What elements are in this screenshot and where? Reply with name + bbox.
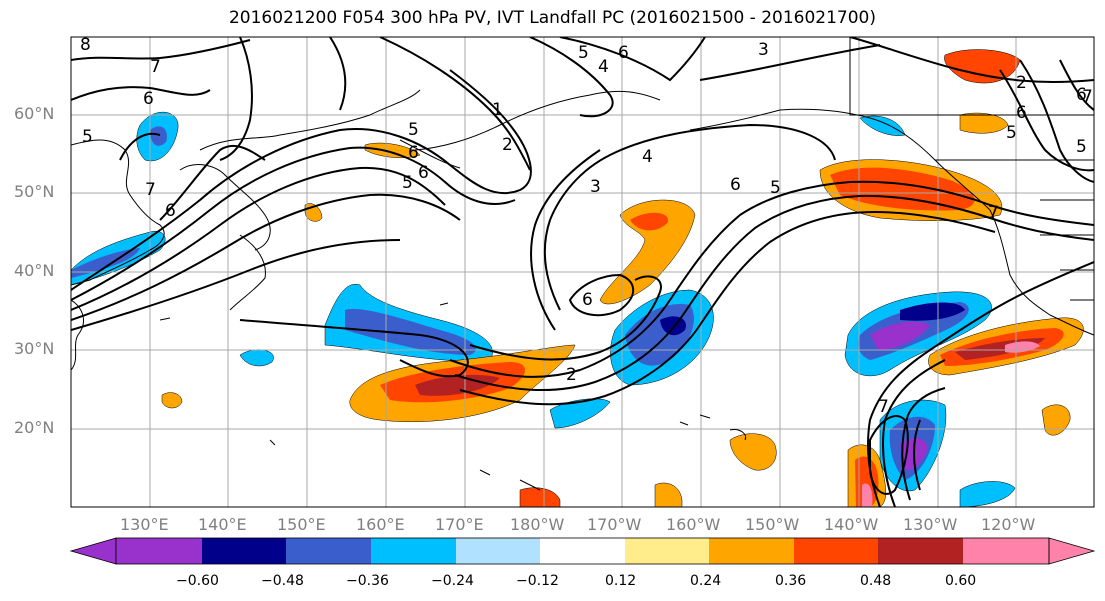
contour-labels: 8 7 6 5 6 7 6 4 5 1 2 5 6 5 6 3 4 3 6 6 …	[80, 35, 1093, 417]
contour-label: 7	[150, 57, 161, 77]
colorbar-swatch	[794, 538, 878, 564]
contour-label: 6	[618, 43, 629, 63]
contour-label: 6	[1016, 103, 1027, 123]
lat-label: 20°N	[14, 418, 55, 437]
colorbar-tick-label: 0.60	[945, 573, 977, 589]
contour-label: 7	[878, 397, 889, 417]
map-frame	[70, 36, 1095, 508]
lon-label: 160°W	[666, 515, 721, 534]
lon-label: 180°W	[510, 515, 565, 534]
contour-label: 5	[1006, 123, 1017, 143]
colorbar-tick-label: −0.12	[516, 573, 559, 589]
contour-label: 6	[418, 163, 429, 183]
contour-label: 6	[143, 89, 154, 109]
contour-label: 5	[402, 173, 413, 193]
colorbar-frame	[115, 537, 1050, 565]
pv-contours	[71, 37, 1094, 507]
contour-label: 5	[408, 120, 419, 140]
lon-label: 170°W	[587, 515, 642, 534]
contour-label: 6	[730, 175, 741, 195]
contour-label: 7	[1082, 87, 1093, 107]
contour-label: 5	[82, 127, 93, 147]
lon-label: 120°W	[981, 515, 1036, 534]
colorbar-swatch	[878, 538, 963, 564]
colorbar-extend-left	[69, 537, 117, 565]
lon-label: 150°W	[745, 515, 800, 534]
contour-label: 6	[165, 201, 176, 221]
colorbar-swatch	[371, 538, 456, 564]
contour-label: 4	[598, 57, 609, 77]
contour-label: 6	[1076, 85, 1087, 105]
colorbar-swatch	[286, 538, 371, 564]
colorbar-tick-label: −0.48	[261, 573, 304, 589]
colorbar	[69, 537, 1096, 565]
lon-label: 160°E	[356, 515, 405, 534]
colorbar-tick-label: 0.48	[860, 573, 892, 589]
lon-label: 130°E	[120, 515, 169, 534]
lon-label: 130°W	[903, 515, 958, 534]
colorbar-swatch	[540, 538, 625, 564]
contour-label: 8	[80, 35, 91, 55]
contour-label: 7	[988, 203, 999, 223]
contour-label: 2	[1016, 73, 1027, 93]
lat-label: 50°N	[14, 182, 55, 201]
colorbar-swatch	[963, 538, 1049, 564]
contour-label: 7	[145, 180, 156, 200]
colorbar-swatch	[202, 538, 286, 564]
contour-label: 2	[502, 135, 513, 155]
colorbar-tick-label: 0.24	[690, 573, 722, 589]
colorbar-swatch	[116, 538, 202, 564]
contour-label: 5	[770, 178, 781, 198]
coastlines	[71, 37, 1094, 491]
lon-label: 150°E	[277, 515, 326, 534]
lon-label: 140°E	[198, 515, 247, 534]
contour-label: 3	[758, 40, 769, 60]
lon-label: 170°E	[435, 515, 484, 534]
colorbar-swatch	[456, 538, 540, 564]
lon-label: 140°W	[824, 515, 879, 534]
colorbar-swatch	[709, 538, 794, 564]
contour-label: 6	[408, 143, 419, 163]
colorbar-tick-label: 0.12	[605, 573, 637, 589]
contour-label: 5	[578, 43, 589, 63]
contour-label: 4	[642, 147, 653, 167]
colorbar-tick-label: −0.24	[431, 573, 474, 589]
lat-label: 30°N	[14, 339, 55, 358]
lat-label: 40°N	[14, 261, 55, 280]
contour-label: 2	[566, 365, 577, 385]
colorbar-swatch	[625, 538, 709, 564]
contour-label: 5	[1076, 137, 1087, 157]
contour-label: 3	[590, 177, 601, 197]
contour-label: 1	[492, 100, 503, 120]
colorbar-tick-label: −0.36	[346, 573, 389, 589]
lat-label: 60°N	[14, 104, 55, 123]
map-title: 2016021200 F054 300 hPa PV, IVT Landfall…	[228, 8, 876, 28]
colorbar-tick-label: 0.36	[775, 573, 807, 589]
contour-label: 6	[582, 290, 593, 310]
colorbar-extend-right	[1048, 537, 1096, 565]
colorbar-tick-label: −0.60	[176, 573, 219, 589]
